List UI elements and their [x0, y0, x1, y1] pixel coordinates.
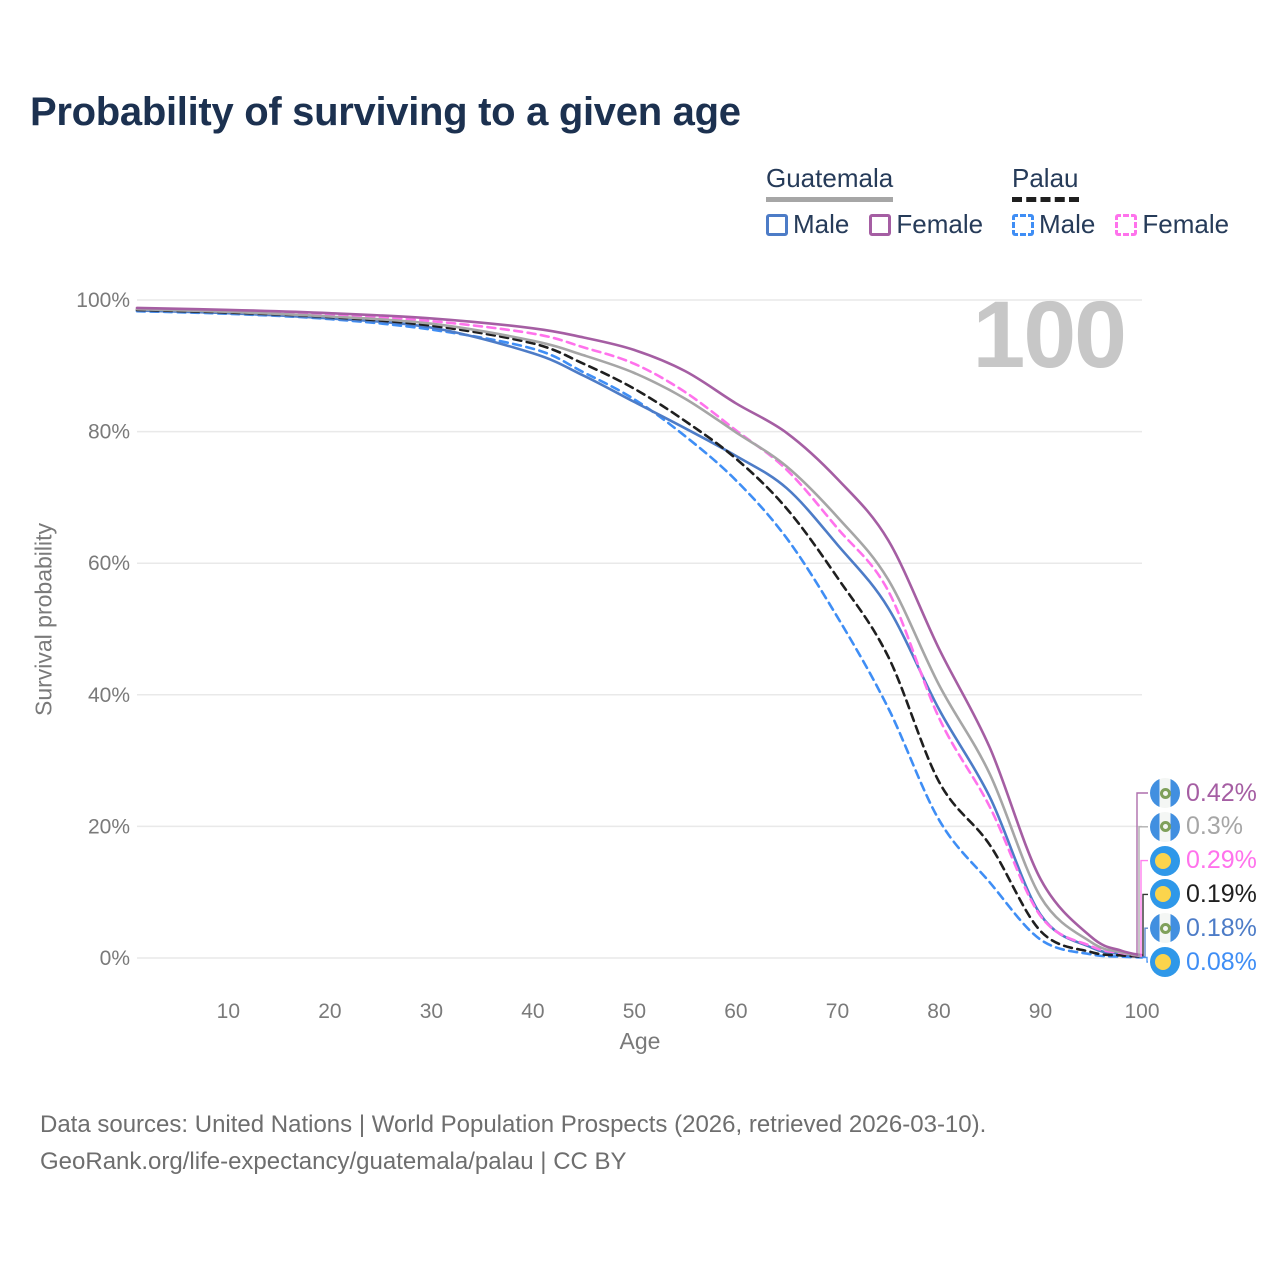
y-tick-60%: 60% — [88, 552, 130, 575]
legend-country-guatemala-label: Guatemala — [766, 163, 894, 193]
x-tick-20: 20 — [318, 1000, 341, 1023]
y-tick-20%: 20% — [88, 815, 130, 838]
x-axis-title: Age — [619, 1028, 661, 1054]
end-label-value-guatemala-female: 0.42% — [1186, 778, 1257, 807]
x-tick-70: 70 — [826, 1000, 849, 1023]
leader-line-palau-female — [1140, 859, 1148, 957]
legend-items-guatemala: Male Female — [766, 209, 983, 240]
age-watermark: 100 — [972, 282, 1127, 388]
legend-country-guatemala[interactable]: Guatemala — [766, 163, 894, 202]
series-line-palau-both-sexes[interactable] — [135, 308, 1144, 958]
legend-item-guatemala-male-label: Male — [793, 209, 850, 239]
x-tick-60: 60 — [724, 1000, 747, 1023]
legend-item-palau-male-label: Male — [1039, 209, 1096, 239]
leader-line-palau-male — [1142, 956, 1148, 963]
end-label-value-palau-both-sexes: 0.19% — [1186, 879, 1257, 908]
end-label-guatemala-male: 0.18% — [1150, 912, 1257, 944]
guatemala-line-swatch — [766, 197, 894, 202]
legend-item-guatemala-male[interactable]: Male — [766, 209, 849, 240]
legend-group-guatemala: Guatemala Male Female — [766, 163, 983, 240]
end-label-palau-male: 0.08% — [1150, 946, 1257, 978]
x-tick-10: 10 — [217, 1000, 240, 1023]
legend-group-palau: Palau Male Female — [1012, 163, 1229, 240]
end-label-palau-female: 0.29% — [1150, 845, 1257, 877]
y-axis-title: Survival probability — [30, 522, 57, 717]
legend-item-palau-female-label: Female — [1142, 209, 1230, 239]
palau-line-swatch — [1012, 197, 1079, 202]
page-title: Probability of surviving to a given age — [30, 90, 741, 134]
guatemala-male-swatch-icon — [766, 213, 788, 236]
guatemala-female-swatch-icon — [869, 213, 892, 236]
palau-female-swatch-icon — [1115, 213, 1138, 236]
palau-flag-icon — [1150, 845, 1180, 876]
guatemala-flag-icon — [1150, 913, 1180, 944]
y-tick-40%: 40% — [88, 684, 130, 707]
end-label-guatemala-female: 0.42% — [1150, 777, 1257, 809]
end-label-value-palau-female: 0.29% — [1186, 846, 1257, 875]
legend-country-palau-label: Palau — [1012, 163, 1079, 193]
legend-item-palau-female[interactable]: Female — [1115, 209, 1229, 240]
legend-item-guatemala-female[interactable]: Female — [869, 209, 983, 240]
end-label-guatemala-both-sexes: 0.3% — [1150, 811, 1243, 843]
y-tick-0%: 0% — [100, 947, 130, 970]
x-tick-80: 80 — [927, 1000, 950, 1023]
series-line-guatemala-both-sexes[interactable] — [135, 307, 1144, 958]
end-label-palau-both-sexes: 0.19% — [1150, 878, 1257, 910]
footer: Data sources: United Nations | World Pop… — [40, 1106, 986, 1180]
end-label-value-guatemala-both-sexes: 0.3% — [1186, 812, 1243, 841]
series-line-guatemala-male[interactable] — [135, 309, 1144, 959]
x-tick-30: 30 — [420, 1000, 443, 1023]
legend-items-palau: Male Female — [1012, 209, 1229, 240]
legend-item-palau-male[interactable]: Male — [1012, 209, 1095, 240]
x-tick-40: 40 — [521, 1000, 544, 1023]
palau-male-swatch-icon — [1012, 213, 1034, 236]
footer-attribution: GeoRank.org/life-expectancy/guatemala/pa… — [40, 1148, 627, 1175]
legend-item-guatemala-female-label: Female — [896, 209, 984, 239]
palau-flag-icon — [1150, 947, 1180, 977]
series-line-guatemala-female[interactable] — [135, 306, 1144, 957]
legend-country-palau[interactable]: Palau — [1012, 163, 1079, 202]
palau-flag-icon — [1150, 879, 1180, 910]
x-tick-90: 90 — [1029, 1000, 1052, 1023]
y-tick-100%: 100% — [76, 289, 130, 312]
x-tick-50: 50 — [623, 1000, 646, 1023]
guatemala-flag-icon — [1150, 811, 1180, 842]
end-label-value-guatemala-male: 0.18% — [1186, 913, 1257, 942]
x-tick-100: 100 — [1124, 1000, 1159, 1023]
guatemala-flag-icon — [1150, 778, 1180, 808]
series-line-palau-male[interactable] — [135, 309, 1144, 959]
footer-data-sources: Data sources: United Nations | World Pop… — [40, 1111, 987, 1138]
y-tick-80%: 80% — [88, 421, 130, 444]
end-label-value-palau-male: 0.08% — [1186, 947, 1257, 976]
